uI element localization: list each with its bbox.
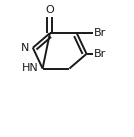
Text: HN: HN (22, 63, 39, 73)
Text: Br: Br (94, 28, 106, 38)
Text: Br: Br (94, 49, 106, 59)
Text: N: N (21, 43, 29, 53)
Text: O: O (46, 5, 54, 15)
